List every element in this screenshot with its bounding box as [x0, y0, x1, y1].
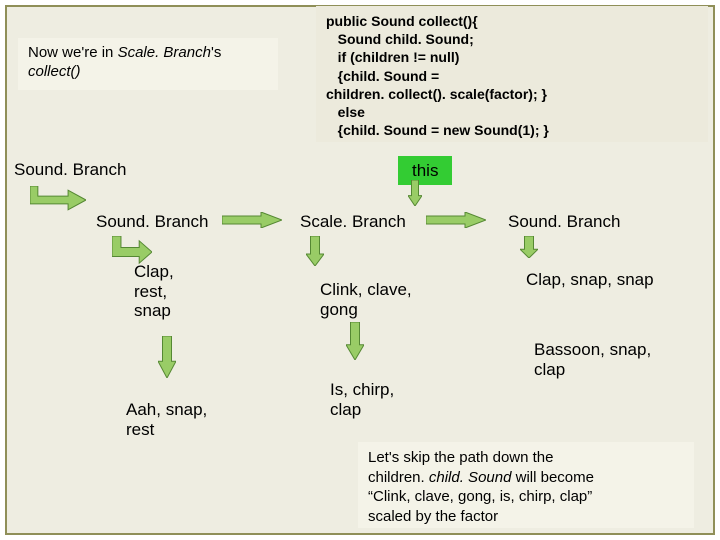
tree-left-child1: Clap, rest, snap [134, 262, 174, 321]
tree-left-child2: Aah, snap, rest [126, 400, 207, 439]
tree-right-child1: Clap, snap, snap [526, 270, 654, 290]
arrow-down [306, 236, 324, 266]
arrow-elbow [30, 186, 86, 214]
tree-left-label: Sound. Branch [96, 212, 208, 232]
tree-right-child2: Bassoon, snap, clap [534, 340, 651, 379]
code-box: public Sound collect(){ Sound child. Sou… [316, 6, 708, 142]
note-l1: Let's skip the path down the [368, 449, 554, 466]
arrow-right [426, 212, 486, 228]
arrow-right [222, 212, 282, 228]
arrow-down [520, 236, 538, 258]
tree-mid-label: Scale. Branch [300, 212, 406, 232]
context-text-2: 's [211, 44, 221, 61]
note-l2b: will become [516, 469, 594, 486]
context-box: Now we're in Scale. Branch's collect() [18, 38, 278, 90]
this-box: this [398, 156, 452, 185]
note-l2a: children. [368, 469, 429, 486]
arrow-down [158, 336, 176, 378]
arrow-down [408, 180, 422, 206]
tree-mid-child2: Is, chirp, clap [330, 380, 394, 419]
tree-root: Sound. Branch [14, 160, 126, 180]
arrow-elbow [112, 236, 152, 268]
tree-right-label: Sound. Branch [508, 212, 620, 232]
note-l3: “Clink, clave, gong, is, chirp, clap” [368, 488, 592, 505]
context-italic-2: collect() [28, 63, 81, 80]
note-l2-italic: child. Sound [429, 469, 516, 486]
context-italic-1: Scale. Branch [118, 44, 211, 61]
context-text-1: Now we're in [28, 44, 118, 61]
note-box: Let's skip the path down the children. c… [358, 442, 694, 528]
arrow-down [346, 322, 364, 360]
tree-mid-child1: Clink, clave, gong [320, 280, 412, 319]
note-l4: scaled by the factor [368, 508, 498, 525]
